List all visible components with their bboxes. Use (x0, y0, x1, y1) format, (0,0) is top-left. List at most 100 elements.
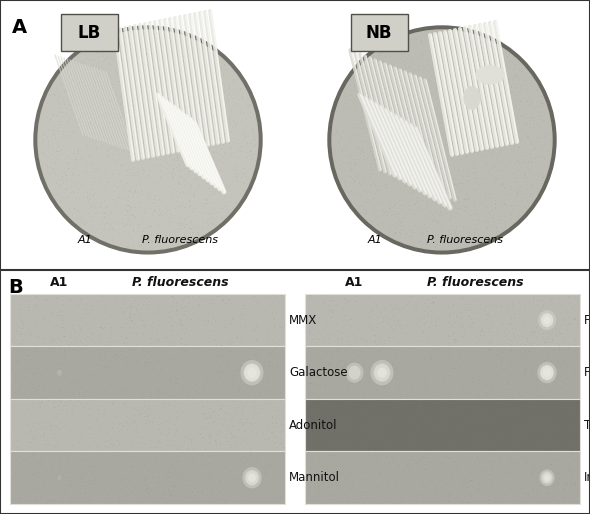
Point (191, 131, 201, 139)
Point (158, 450, 168, 458)
Point (252, 353, 261, 361)
Point (97, 336, 106, 344)
Point (228, 473, 237, 481)
Point (12, 443, 22, 451)
Point (57, 405, 67, 413)
Point (101, 111, 110, 119)
Point (499, 179, 508, 188)
Point (81, 166, 91, 174)
Point (535, 115, 544, 123)
Point (327, 296, 336, 304)
Point (118, 160, 127, 168)
Point (95, 78, 104, 86)
Point (359, 469, 368, 477)
Point (148, 85, 157, 94)
Point (536, 438, 546, 446)
Point (335, 328, 345, 336)
Point (409, 200, 418, 208)
Point (198, 128, 207, 137)
Point (152, 443, 162, 451)
Point (99, 119, 108, 127)
Point (425, 45, 435, 53)
Point (423, 163, 432, 172)
Point (110, 65, 120, 73)
Point (445, 489, 454, 498)
Point (182, 444, 192, 452)
Point (473, 391, 482, 399)
Point (135, 95, 145, 103)
Point (141, 175, 150, 183)
Point (412, 133, 422, 141)
Point (74, 79, 83, 87)
Point (480, 366, 490, 375)
Point (464, 179, 473, 187)
Point (397, 172, 407, 180)
Point (205, 55, 214, 63)
Point (334, 453, 343, 461)
Point (307, 454, 317, 463)
Point (411, 359, 421, 368)
Point (479, 344, 489, 352)
Point (219, 483, 228, 491)
Point (367, 177, 376, 185)
Point (463, 187, 472, 195)
Point (124, 393, 134, 401)
Point (519, 323, 528, 331)
Point (474, 47, 484, 56)
Point (116, 485, 126, 493)
Point (429, 298, 438, 306)
Point (489, 217, 499, 225)
Point (192, 108, 202, 117)
Point (144, 124, 153, 132)
Point (537, 152, 546, 160)
Point (63, 120, 73, 128)
Point (98, 474, 107, 482)
Point (63, 100, 73, 108)
Point (205, 337, 214, 345)
Point (402, 461, 412, 469)
Point (367, 130, 376, 138)
Point (366, 338, 376, 346)
Point (120, 205, 129, 213)
Point (545, 450, 555, 458)
Point (501, 108, 510, 117)
Point (514, 105, 523, 113)
Point (494, 117, 504, 125)
Point (404, 62, 413, 70)
Point (81, 170, 90, 178)
Point (122, 412, 132, 420)
Point (392, 460, 401, 468)
Point (175, 106, 184, 114)
Point (303, 361, 313, 370)
Point (486, 466, 496, 474)
Point (447, 242, 457, 250)
Point (249, 135, 258, 143)
Point (438, 308, 447, 316)
Point (523, 431, 532, 439)
Point (332, 424, 341, 432)
Point (441, 62, 450, 70)
Point (182, 432, 191, 440)
Point (134, 454, 143, 462)
Point (176, 334, 185, 342)
Point (346, 469, 356, 477)
Point (381, 329, 390, 338)
Point (475, 175, 484, 183)
Point (553, 490, 562, 498)
Point (325, 495, 335, 503)
Point (419, 142, 428, 151)
Point (536, 170, 546, 178)
Point (50, 440, 59, 449)
Point (18, 463, 28, 471)
Point (57, 161, 67, 169)
Point (172, 149, 182, 157)
Point (194, 166, 204, 174)
Point (415, 478, 425, 486)
Point (142, 71, 151, 79)
Point (105, 207, 114, 215)
Point (330, 416, 340, 425)
Point (229, 348, 238, 357)
Point (43, 141, 53, 150)
Point (509, 127, 519, 135)
Point (226, 176, 235, 185)
